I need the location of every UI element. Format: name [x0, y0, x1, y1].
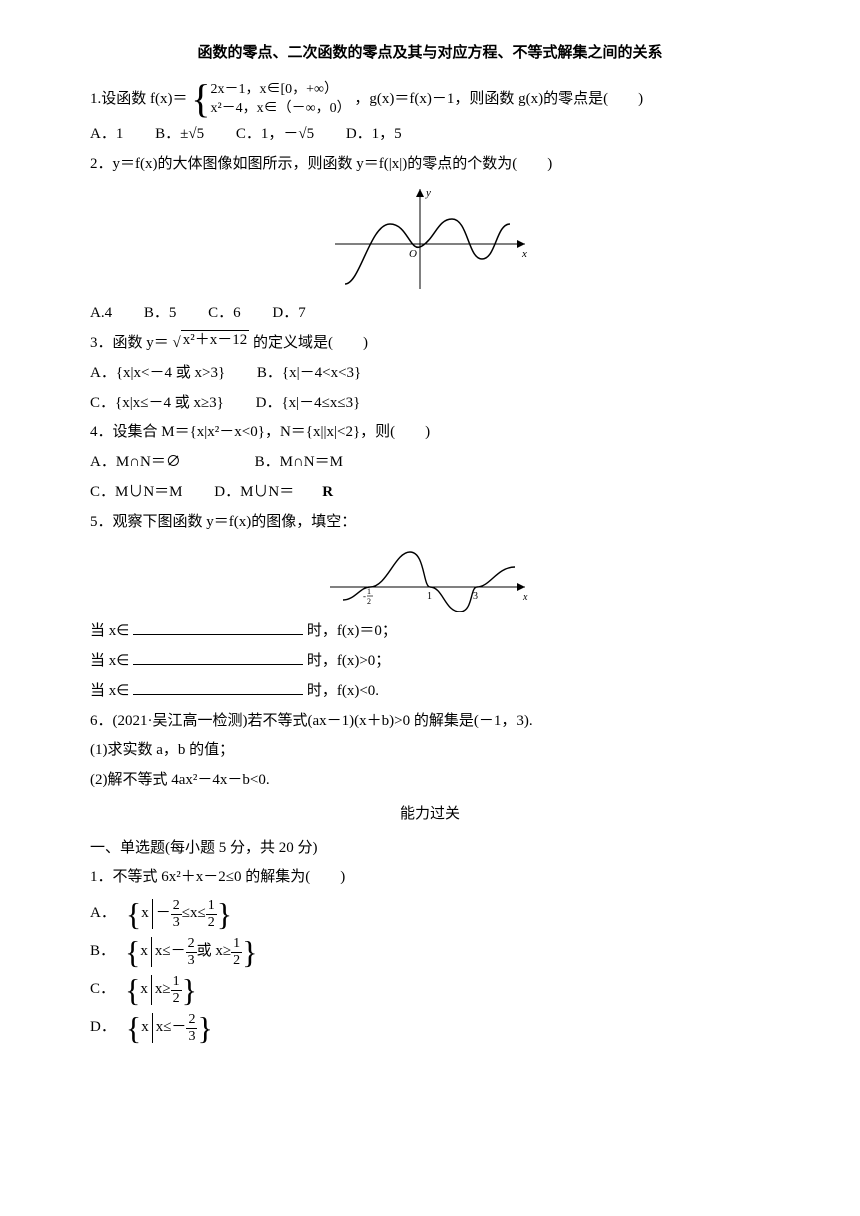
q3-options-2: C．{x|x≤－4 或 x≥3} D．{x|－4≤x≤3}: [90, 390, 770, 418]
q4-opt-b[interactable]: B．M∩N＝M: [255, 449, 343, 477]
q5-blank1[interactable]: [133, 619, 303, 635]
p1-b-label: B．: [90, 938, 115, 966]
q4-options-2: C．M∪N＝M D．M∪N＝R: [90, 479, 770, 507]
q3-options-1: A．{x|x<－4 或 x>3} B．{x|－4<x<3}: [90, 360, 770, 388]
q5-l2a: 当 x∈: [90, 653, 129, 669]
p1-opt-b[interactable]: B． { x x≤－ 23 或 x≥ 12 }: [90, 936, 770, 968]
q1-opt-a[interactable]: A．1: [90, 121, 123, 149]
p1-a-var: x: [141, 900, 149, 928]
q3-radicand: x²＋x－12: [181, 330, 250, 349]
question-6: 6．(2021·吴江高一检测)若不等式(ax－1)(x＋b)>0 的解集是(－1…: [90, 708, 770, 736]
p1-a-n2: 1: [206, 898, 217, 914]
section-2-sub: 一、单选题(每小题 5 分，共 20 分): [90, 835, 770, 863]
p1-d-n: 2: [186, 1012, 197, 1028]
q5-l1a: 当 x∈: [90, 623, 129, 639]
q1-opt-c[interactable]: C．1，－√5: [236, 121, 314, 149]
question-4: 4．设集合 M＝{x|x²－x<0}，N＝{x||x|<2}，则( ): [90, 419, 770, 447]
q4-opt-a[interactable]: A．M∩N＝∅: [90, 449, 181, 477]
p1-a-d1: 3: [171, 915, 182, 930]
q6-part2: (2)解不等式 4ax²－4x－b<0.: [90, 767, 770, 795]
p1-d-d: 3: [186, 1029, 197, 1044]
p1-opt-c[interactable]: C． { x x≥ 12 }: [90, 974, 770, 1006]
p1-d-mid: x≤－: [156, 1014, 187, 1042]
p1-opt-a[interactable]: A． { x － 23 ≤x≤ 12 }: [90, 898, 770, 930]
p1-a-label: A．: [90, 900, 116, 928]
p1-c-label: C．: [90, 976, 115, 1004]
q3-opt-b[interactable]: B．{x|－4<x<3}: [257, 360, 361, 388]
q5-graph: x - 1 2 1 3: [325, 542, 535, 612]
problem-1: 1．不等式 6x²＋x－2≤0 的解集为( ): [90, 864, 770, 892]
svg-text:1: 1: [367, 587, 371, 596]
p1-b-var: x: [140, 938, 148, 966]
svg-text:1: 1: [427, 591, 432, 602]
p1-d-label: D．: [90, 1014, 116, 1042]
q2-opt-c[interactable]: C．6: [208, 300, 241, 328]
page-title: 函数的零点、二次函数的零点及其与对应方程、不等式解集之间的关系: [90, 40, 770, 68]
q5-l1b: 时，f(x)＝0；: [307, 623, 397, 639]
p1-a-neg: －: [156, 900, 171, 928]
q1-case2: x²－4，x∈（－∞，0）: [210, 101, 350, 116]
p1-opt-d[interactable]: D． { x x≤－ 23 }: [90, 1012, 770, 1044]
q5-l3b: 时，f(x)<0.: [307, 683, 379, 699]
q3-stem-b: 的定义域是( ): [253, 335, 368, 351]
p1-a-n1: 2: [171, 898, 182, 914]
q5-blank3[interactable]: [133, 679, 303, 695]
p1-b-n2: 1: [231, 936, 242, 952]
q5-line3: 当 x∈ 时，f(x)<0.: [90, 678, 770, 706]
q1-case1: 2x－1，x∈[0，+∞）: [210, 82, 338, 97]
q5-l2b: 时，f(x)>0；: [307, 653, 390, 669]
svg-text:y: y: [425, 187, 431, 199]
svg-text:3: 3: [473, 591, 478, 602]
p1-d-var: x: [141, 1014, 149, 1042]
q1-stem-b: ，g(x)＝f(x)－1，则函数 g(x)的零点是( ): [354, 91, 643, 107]
svg-text:x: x: [521, 248, 527, 260]
q3-opt-a[interactable]: A．{x|x<－4 或 x>3}: [90, 360, 225, 388]
q5-line1: 当 x∈ 时，f(x)＝0；: [90, 618, 770, 646]
p1-b-d1: 3: [186, 953, 197, 968]
svg-text:O: O: [409, 248, 417, 260]
q1-stem-a: 1.设函数 f(x)＝: [90, 91, 188, 107]
q4-opt-d[interactable]: D．M∪N＝R: [214, 479, 333, 507]
q3-sqrt: √x²＋x－12: [173, 330, 250, 358]
p1-c-var: x: [140, 976, 148, 1004]
p1-a-mid: ≤x≤: [182, 900, 206, 928]
question-5: 5．观察下图函数 y＝f(x)的图像，填空：: [90, 509, 770, 537]
p1-b-n1: 2: [186, 936, 197, 952]
q6-part1: (1)求实数 a，b 的值；: [90, 737, 770, 765]
p1-a-d2: 2: [206, 915, 217, 930]
p1-b-d2: 2: [231, 953, 242, 968]
q3-opt-d[interactable]: D．{x|－4≤x≤3}: [256, 390, 361, 418]
p1-c-d: 2: [171, 991, 182, 1006]
question-1: 1.设函数 f(x)＝ { 2x－1，x∈[0，+∞） x²－4，x∈（－∞，0…: [90, 80, 770, 119]
section-2-title: 能力过关: [90, 801, 770, 829]
q2-graph: x y O: [330, 184, 530, 294]
q2-opt-a[interactable]: A.4: [90, 300, 112, 328]
q3-stem-a: 3．函数 y＝: [90, 335, 169, 351]
svg-text:2: 2: [367, 597, 371, 606]
q4-options-1: A．M∩N＝∅ B．M∩N＝M: [90, 449, 770, 477]
svg-text:x: x: [522, 592, 528, 603]
q5-blank2[interactable]: [133, 649, 303, 665]
q1-piecewise: { 2x－1，x∈[0，+∞） x²－4，x∈（－∞，0）: [191, 80, 350, 119]
q4-opt-c[interactable]: C．M∪N＝M: [90, 479, 183, 507]
question-3: 3．函数 y＝ √x²＋x－12 的定义域是( ): [90, 330, 770, 358]
q5-line2: 当 x∈ 时，f(x)>0；: [90, 648, 770, 676]
q1-opt-b[interactable]: B．±√5: [155, 121, 204, 149]
q2-opt-d[interactable]: D．7: [272, 300, 305, 328]
q2-opt-b[interactable]: B．5: [144, 300, 177, 328]
p1-c-mid: x≥: [155, 976, 171, 1004]
q1-options: A．1 B．±√5 C．1，－√5 D．1，5: [90, 121, 770, 149]
p1-b-or: 或 x≥: [197, 938, 231, 966]
svg-text:-: -: [363, 591, 366, 601]
p1-b-m1: x≤－: [155, 938, 186, 966]
question-2: 2．y＝f(x)的大体图像如图所示，则函数 y＝f(|x|)的零点的个数为( ): [90, 151, 770, 179]
q1-opt-d[interactable]: D．1，5: [346, 121, 402, 149]
q5-l3a: 当 x∈: [90, 683, 129, 699]
q3-opt-c[interactable]: C．{x|x≤－4 或 x≥3}: [90, 390, 224, 418]
q2-options: A.4 B．5 C．6 D．7: [90, 300, 770, 328]
p1-c-n: 1: [171, 974, 182, 990]
